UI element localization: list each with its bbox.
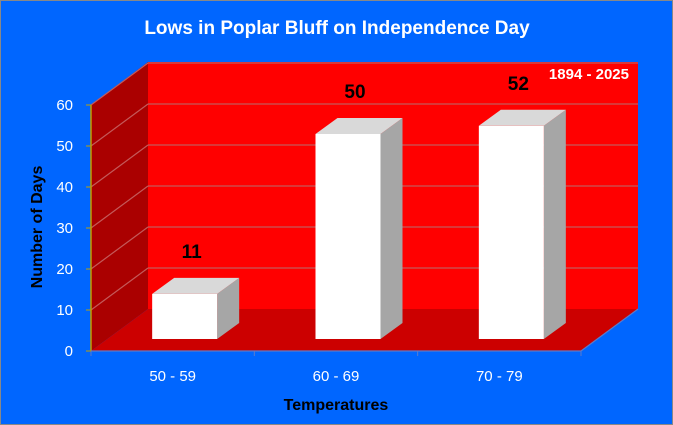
data-label: 50 xyxy=(344,82,365,103)
x-axis-title: Temperatures xyxy=(284,397,389,414)
gridline-side xyxy=(90,144,149,188)
x-axis-depth-line xyxy=(580,308,639,352)
gridline-side xyxy=(90,185,149,229)
bar-side-face xyxy=(217,277,240,339)
chart-subtitle: 1894 - 2025 xyxy=(549,66,629,83)
x-tick-label: 50 - 59 xyxy=(149,368,196,385)
bar-front-face xyxy=(478,125,544,339)
bar xyxy=(478,109,566,339)
y-tick-label: 20 xyxy=(56,261,73,278)
bar-front-face xyxy=(152,293,218,339)
gridline-side xyxy=(90,267,149,311)
data-label: 52 xyxy=(508,74,529,95)
bar-front-face xyxy=(315,134,381,339)
bar xyxy=(315,118,403,339)
bar-side-face xyxy=(380,118,403,339)
chart-title: Lows in Poplar Bluff on Independence Day xyxy=(144,18,530,39)
bar-top-face xyxy=(152,277,240,294)
bar-top-face xyxy=(478,109,566,126)
bars xyxy=(152,109,566,339)
x-tick-label: 60 - 69 xyxy=(313,368,360,385)
bar-side-face xyxy=(543,109,566,339)
y-tick-label: 30 xyxy=(56,220,73,237)
y-tick-label: 40 xyxy=(56,179,73,196)
gridline-side xyxy=(90,62,149,106)
y-tick-labels: 0 10 20 30 40 50 60 xyxy=(56,97,73,360)
bar xyxy=(152,277,240,339)
y-tick-label: 0 xyxy=(65,343,73,360)
bar-top-face xyxy=(315,118,403,134)
data-label: 11 xyxy=(182,242,203,263)
y-axis-title: Number of Days xyxy=(29,166,46,289)
data-labels: 11 50 52 xyxy=(182,74,529,263)
axes xyxy=(86,104,639,356)
y-tick-label: 10 xyxy=(56,302,73,319)
y-tick-label: 50 xyxy=(56,138,73,155)
gridline-side xyxy=(90,226,149,270)
y-tick-label: 60 xyxy=(56,97,73,114)
gridline-side xyxy=(90,103,149,147)
x-tick-label: 70 - 79 xyxy=(476,368,523,385)
x-tick-labels: 50 - 59 60 - 69 70 - 79 xyxy=(149,368,522,385)
